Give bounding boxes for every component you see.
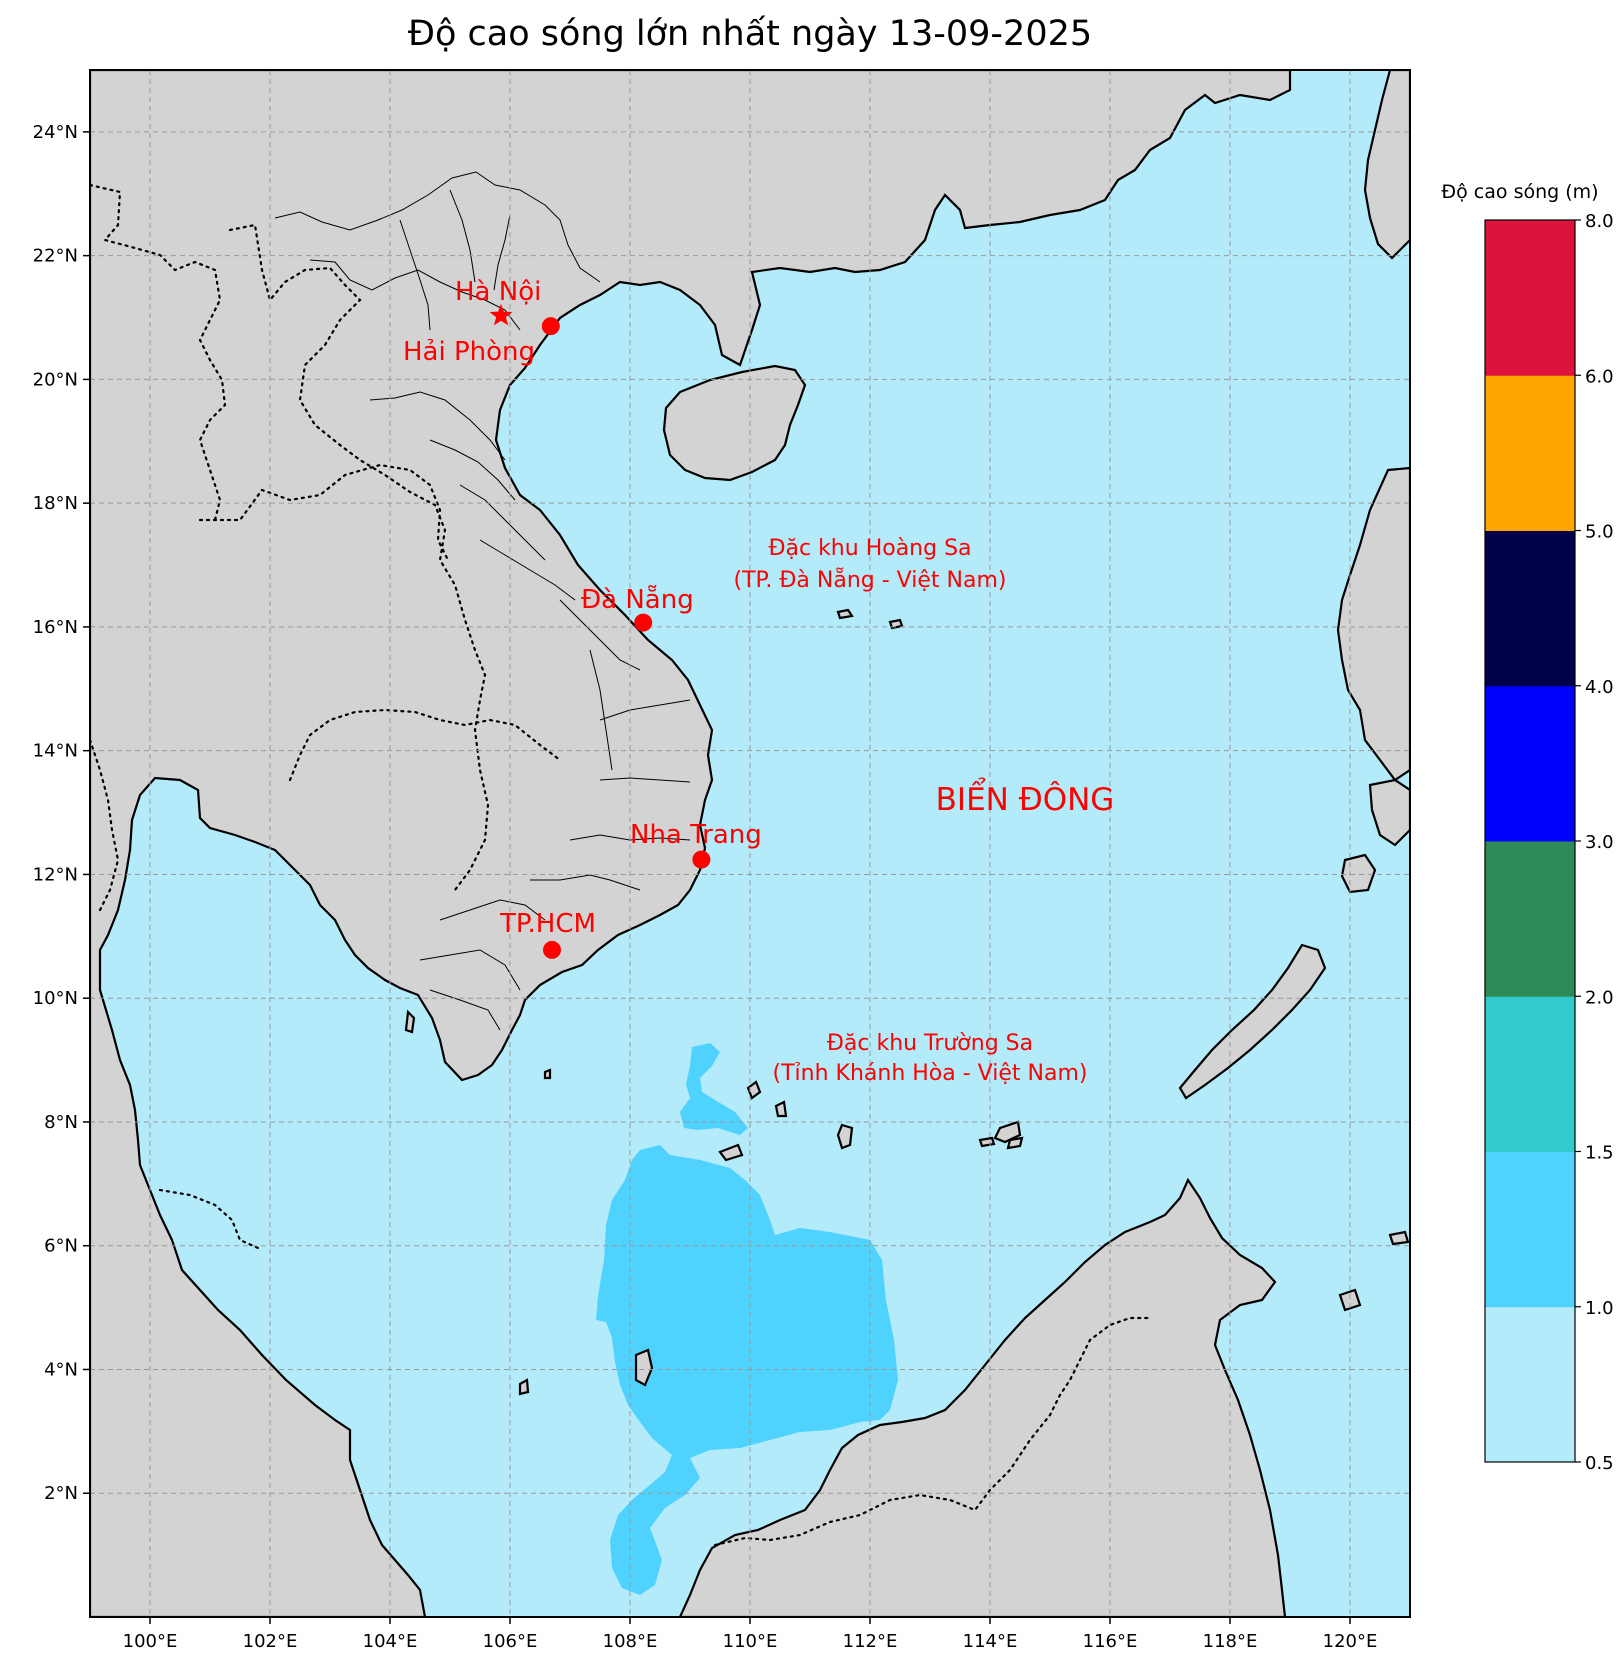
tick-label-lat: 18°N (33, 493, 78, 514)
land-island (774, 1100, 788, 1118)
land-phu-quoc (404, 1009, 416, 1034)
colorbar-title: Độ cao sóng (m) (1441, 181, 1598, 203)
colorbar-band (1485, 996, 1575, 1152)
land-mindoro (1368, 778, 1410, 847)
label-bien-dong: BIỂN ĐÔNG (936, 777, 1115, 818)
city-label-hai-phong: Hải Phòng (403, 337, 535, 367)
border-thailand-cambodia (198, 463, 450, 562)
colorbar-band (1485, 530, 1575, 687)
tick-label-lat: 10°N (33, 988, 78, 1009)
city-label-nha-trang: Nha Trang (630, 820, 762, 850)
tick-label-lat: 2°N (44, 1483, 78, 1504)
border-china-north (90, 183, 227, 522)
land-natuna (634, 1348, 654, 1387)
label-hoang-sa-sub: (TP. Đà Nẵng - Việt Nam) (734, 567, 1007, 593)
land-paracel (836, 608, 854, 620)
colorbar: 0.5 1.0 1.5 2.0 3.0 4.0 5.0 6.0 8.0 (1484, 211, 1614, 1474)
tick-label-lon: 100°E (123, 1631, 178, 1652)
tick-label-lat: 22°N (33, 246, 78, 267)
land-hainan (662, 364, 807, 482)
border-thailand-malaysia (158, 1188, 260, 1250)
colorbar-band (1485, 220, 1575, 376)
label-hoang-sa: Đặc khu Hoàng Sa (768, 536, 971, 561)
city-star-marker (489, 303, 513, 326)
tick-label-lon: 114°E (963, 1631, 1018, 1652)
tick-label-lon: 106°E (483, 1631, 538, 1652)
tick-label-lon: 110°E (723, 1631, 778, 1652)
land-luzon (1336, 466, 1410, 782)
tick-label-lon: 102°E (243, 1631, 298, 1652)
city-dot-marker (541, 317, 560, 336)
colorbar-tick-label: 4.0 (1585, 677, 1614, 698)
land-island (1388, 1230, 1410, 1246)
tick-label-lat: 4°N (44, 1359, 78, 1380)
colorbar-tick-label: 5.0 (1585, 522, 1614, 543)
tick-label-lat: 24°N (33, 122, 78, 143)
tick-label-lat: 6°N (44, 1236, 78, 1257)
land-spratly-big (836, 1123, 854, 1150)
land-palawan (1178, 943, 1327, 1100)
land-island (1006, 1136, 1024, 1150)
colorbar-tick-label: 3.0 (1585, 832, 1614, 853)
colorbar-tick-label: 2.0 (1585, 987, 1614, 1008)
label-truong-sa: Đặc khu Trường Sa (827, 1031, 1033, 1056)
colorbar-tick-label: 6.0 (1585, 366, 1614, 387)
city-label-tp-hcm: TP.HCM (499, 909, 596, 939)
colorbar-tick-label: 1.5 (1585, 1143, 1614, 1164)
city-markers (489, 303, 711, 959)
land-paracel (888, 618, 904, 630)
tick-label-lon: 108°E (603, 1631, 658, 1652)
tick-label-lon: 116°E (1083, 1631, 1138, 1652)
tick-label-lon: 112°E (843, 1631, 898, 1652)
land-indochina (90, 70, 1292, 1617)
city-label-da-nang: Đà Nẵng (581, 584, 694, 615)
city-dot-marker (634, 613, 653, 632)
city-label-ha-noi: Hà Nội (455, 277, 541, 307)
land-island (978, 1136, 996, 1148)
border-cambodia-laos (288, 708, 562, 782)
colorbar-tick-label: 8.0 (1585, 211, 1614, 232)
colorbar-tick-label: 1.0 (1585, 1298, 1614, 1319)
colorbar-band (1485, 841, 1575, 997)
tick-label-lon: 120°E (1323, 1631, 1378, 1652)
vietnam-province-boundaries (274, 171, 691, 1031)
tick-label-lon: 118°E (1203, 1631, 1258, 1652)
wave-band-1-1.5m (596, 1145, 898, 1595)
tick-label-lat: 20°N (33, 369, 78, 390)
tick-label-lat: 12°N (33, 864, 78, 885)
map-gridlines (90, 70, 1410, 1617)
tick-label-lon: 104°E (363, 1631, 418, 1652)
tick-label-lat: 14°N (33, 741, 78, 762)
colorbar-tick-label: 0.5 (1585, 1453, 1614, 1474)
land-island (1338, 1288, 1362, 1312)
tick-label-lat: 8°N (44, 1112, 78, 1133)
wave-band-1-1.5m-north (680, 1043, 748, 1135)
border-laos-vietnam (228, 223, 490, 892)
colorbar-band (1485, 375, 1575, 531)
colorbar-band (1485, 685, 1575, 842)
label-truong-sa-sub: (Tỉnh Khánh Hòa - Việt Nam) (773, 1061, 1088, 1086)
land-con-dao (543, 1068, 552, 1080)
border-thailand-myanmar (90, 738, 120, 912)
land-anambas (518, 1378, 530, 1396)
city-dot-marker (692, 850, 711, 869)
map-title: Độ cao sóng lớn nhất ngày 13-09-2025 (407, 14, 1093, 54)
city-dot-marker (543, 940, 561, 959)
colorbar-band (1485, 1306, 1575, 1463)
land-island (746, 1080, 762, 1100)
map-axis-ticks: 100°E 102°E 104°E 106°E 108°E 110°E 112°E 114°E… (33, 122, 1378, 1652)
colorbar-band (1485, 1151, 1575, 1308)
land-taiwan (1363, 70, 1410, 260)
land-island (718, 1143, 744, 1162)
land-borneo (678, 1177, 1287, 1617)
tick-label-lat: 16°N (33, 617, 78, 638)
border-borneo (713, 1316, 1152, 1547)
